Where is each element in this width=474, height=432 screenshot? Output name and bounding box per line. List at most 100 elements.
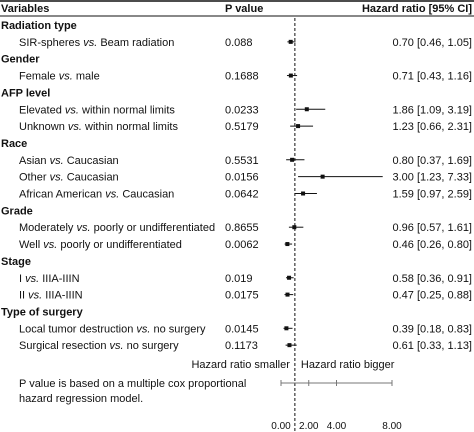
row-label-vs: vs. xyxy=(28,290,42,302)
group-label-4: Grade xyxy=(1,205,33,217)
footnote-line-2: hazard regression model. xyxy=(19,393,143,405)
row-label: II vs. IIIA-IIIN xyxy=(19,290,83,302)
row-label-reference: male xyxy=(73,71,100,83)
row-hazard-ratio-text: 0.71 [0.43, 1.16] xyxy=(392,71,472,83)
row-pvalue: 0.019 xyxy=(225,273,253,285)
footnote-line-1: P value is based on a multiple cox propo… xyxy=(19,378,246,390)
group-label-3: Race xyxy=(1,138,27,150)
hr-point-estimate xyxy=(290,157,295,162)
row-hazard-ratio-text: 0.61 [0.33, 1.13] xyxy=(392,340,472,352)
hr-point-estimate xyxy=(301,191,306,196)
row-label-vs: vs. xyxy=(50,155,64,167)
row-label-subject: II xyxy=(19,290,28,302)
row-label-subject: African American xyxy=(19,189,105,201)
hr-point-estimate xyxy=(288,73,293,78)
group-label-5: Stage xyxy=(1,256,31,268)
row-label-vs: vs. xyxy=(43,239,57,251)
row-label-vs: vs. xyxy=(105,189,119,201)
row-hazard-ratio-text: 0.39 [0.18, 0.83] xyxy=(392,323,472,335)
row-label-reference: within normal limits xyxy=(82,121,178,133)
row-hazard-ratio-text: 0.96 [0.57, 1.61] xyxy=(392,222,472,234)
group-label-1: Gender xyxy=(1,54,40,66)
row-label-vs: vs. xyxy=(83,37,97,49)
row-hazard-ratio-text: 0.58 [0.36, 0.91] xyxy=(392,273,472,285)
row-label: Moderately vs. poorly or undifferentiate… xyxy=(19,222,215,234)
row-label-subject: Elevated xyxy=(19,104,65,116)
row-label-reference: Caucasian xyxy=(64,155,119,167)
row-label: Elevated vs. within normal limits xyxy=(19,104,175,116)
group-label-6: Type of surgery xyxy=(1,306,84,318)
row-label-vs: vs. xyxy=(136,323,150,335)
row-label-vs: vs. xyxy=(76,222,90,234)
row-label: Other vs. Caucasian xyxy=(19,172,119,184)
row-label-subject: Surgical resection xyxy=(19,340,110,352)
row-pvalue: 0.5179 xyxy=(225,121,259,133)
hr-point-estimate xyxy=(285,292,290,297)
x-tick-label: 4.00 xyxy=(327,421,347,432)
row-label: Unknown vs. within normal limits xyxy=(19,121,178,133)
row-label-vs: vs. xyxy=(110,340,124,352)
row-label-reference: no surgery xyxy=(124,340,180,352)
header-variables: Variables xyxy=(1,3,49,15)
row-label: Well vs. poorly or undifferentiated xyxy=(19,239,182,251)
row-label-vs: vs. xyxy=(65,104,79,116)
row-pvalue: 0.0156 xyxy=(225,172,259,184)
header-pvalue: P value xyxy=(225,3,263,15)
row-hazard-ratio-text: 0.47 [0.25, 0.88] xyxy=(392,290,472,302)
row-label: Local tumor destruction vs. no surgery xyxy=(19,323,206,335)
row-hazard-ratio-text: 3.00 [1.23, 7.33] xyxy=(392,172,472,184)
row-label-subject: Asian xyxy=(19,155,50,167)
row-hazard-ratio-text: 1.23 [0.66, 2.31] xyxy=(392,121,472,133)
row-hazard-ratio-text: 0.80 [0.37, 1.69] xyxy=(392,155,472,167)
row-label-reference: IIIA-IIIN xyxy=(39,273,79,285)
group-label-2: AFP level xyxy=(1,87,50,99)
row-pvalue: 0.0233 xyxy=(225,104,259,116)
hr-point-estimate xyxy=(284,326,289,331)
direction-label-smaller: Hazard ratio smaller xyxy=(191,359,290,371)
row-pvalue: 0.8655 xyxy=(225,222,259,234)
row-hazard-ratio-text: 1.59 [0.97, 2.59] xyxy=(392,189,472,201)
row-pvalue: 0.0145 xyxy=(225,323,259,335)
x-tick-label: 0.00 xyxy=(271,421,291,432)
row-label-reference: poorly or undifferentiated xyxy=(57,239,182,251)
hr-point-estimate xyxy=(287,343,292,348)
row-label-reference: poorly or undifferentiated xyxy=(91,222,216,234)
direction-label-bigger: Hazard ratio bigger xyxy=(301,359,395,371)
row-pvalue: 0.1688 xyxy=(225,71,259,83)
row-pvalue: 0.088 xyxy=(225,37,253,49)
row-label-reference: Caucasian xyxy=(64,172,119,184)
hr-point-estimate xyxy=(292,225,297,230)
row-label: I vs. IIIA-IIIN xyxy=(19,273,80,285)
row-label-reference: within normal limits xyxy=(79,104,175,116)
row-hazard-ratio-text: 0.46 [0.26, 0.80] xyxy=(392,239,472,251)
x-tick-label: 8.00 xyxy=(382,421,402,432)
hr-point-estimate xyxy=(288,39,293,44)
row-label: Asian vs. Caucasian xyxy=(19,155,119,167)
row-label-subject: SIR-spheres xyxy=(19,37,83,49)
forest-rows: Radiation type SIR-spheres vs. Beam radia… xyxy=(1,20,472,352)
x-tick-label: 2.00 xyxy=(299,421,319,432)
row-label-subject: Unknown xyxy=(19,121,68,133)
x-axis-ticks: 0.00 2.00 4.00 8.00 xyxy=(271,380,402,432)
row-label-subject: Other xyxy=(19,172,50,184)
forest-marks xyxy=(283,39,383,348)
row-hazard-ratio-text: 1.86 [1.09, 3.19] xyxy=(392,104,472,116)
row-pvalue: 0.5531 xyxy=(225,155,259,167)
group-label-0: Radiation type xyxy=(1,20,77,32)
row-label-subject: I xyxy=(19,273,25,285)
row-label-vs: vs. xyxy=(25,273,39,285)
row-label-reference: IIIA-IIIN xyxy=(42,290,82,302)
row-label-vs: vs. xyxy=(59,71,73,83)
hr-point-estimate xyxy=(296,124,301,129)
hr-point-estimate xyxy=(287,275,292,280)
row-label-reference: Caucasian xyxy=(119,189,174,201)
row-hazard-ratio-text: 0.70 [0.46, 1.05] xyxy=(392,37,472,49)
header-hazard-ratio: Hazard ratio [95% CI] xyxy=(362,3,472,15)
row-pvalue: 0.1173 xyxy=(225,340,258,352)
hr-point-estimate xyxy=(320,174,325,179)
row-label: SIR-spheres vs. Beam radiation xyxy=(19,37,174,49)
row-label-subject: Female xyxy=(19,71,59,83)
row-label-reference: no surgery xyxy=(150,323,206,335)
row-label: African American vs. Caucasian xyxy=(19,189,174,201)
